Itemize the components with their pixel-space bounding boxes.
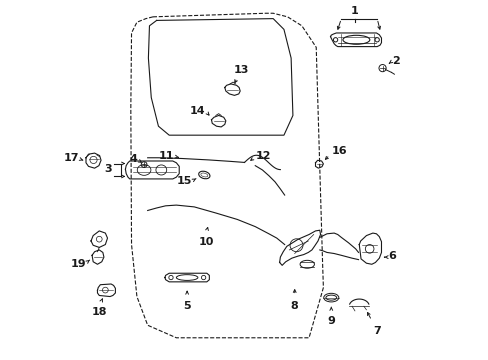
Text: 2: 2 (391, 56, 399, 66)
Text: 13: 13 (233, 65, 248, 75)
Text: 7: 7 (372, 326, 380, 336)
Text: 16: 16 (330, 145, 346, 156)
Text: 11: 11 (159, 151, 174, 161)
Text: 17: 17 (63, 153, 79, 163)
Text: 19: 19 (70, 258, 86, 269)
Text: 14: 14 (189, 106, 204, 116)
Text: 9: 9 (326, 316, 335, 325)
Text: 8: 8 (290, 301, 298, 311)
Text: 1: 1 (350, 6, 358, 16)
Text: 12: 12 (255, 150, 270, 161)
Text: 3: 3 (104, 163, 112, 174)
Text: 18: 18 (91, 307, 107, 317)
Text: 15: 15 (177, 176, 192, 186)
Text: 5: 5 (183, 301, 190, 311)
Text: 4: 4 (129, 154, 137, 164)
Text: 6: 6 (388, 251, 396, 261)
Text: 10: 10 (199, 237, 214, 247)
